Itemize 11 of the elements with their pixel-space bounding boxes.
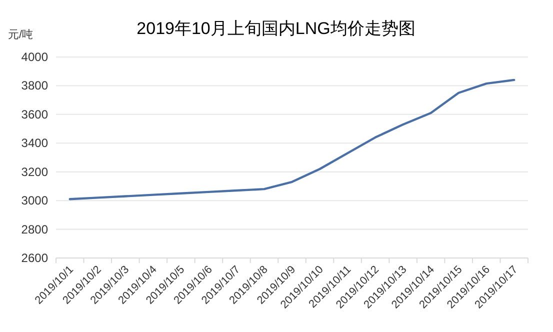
y-tick-label: 4000 — [21, 50, 48, 64]
y-tick-label: 3800 — [21, 78, 48, 93]
y-tick-label: 3400 — [21, 136, 48, 150]
y-tick-label: 3600 — [21, 107, 48, 122]
line-series — [68, 78, 516, 200]
y-tick-label: 2800 — [21, 222, 48, 236]
chart-title: 2019年10月上旬国内LNG均价走势图 — [136, 19, 416, 38]
y-tick-label: 3000 — [21, 194, 48, 208]
y-axis-title: 元/吨 — [8, 28, 34, 41]
y-tick-label: 2600 — [21, 251, 48, 265]
y-tick-label: 3200 — [21, 164, 48, 179]
